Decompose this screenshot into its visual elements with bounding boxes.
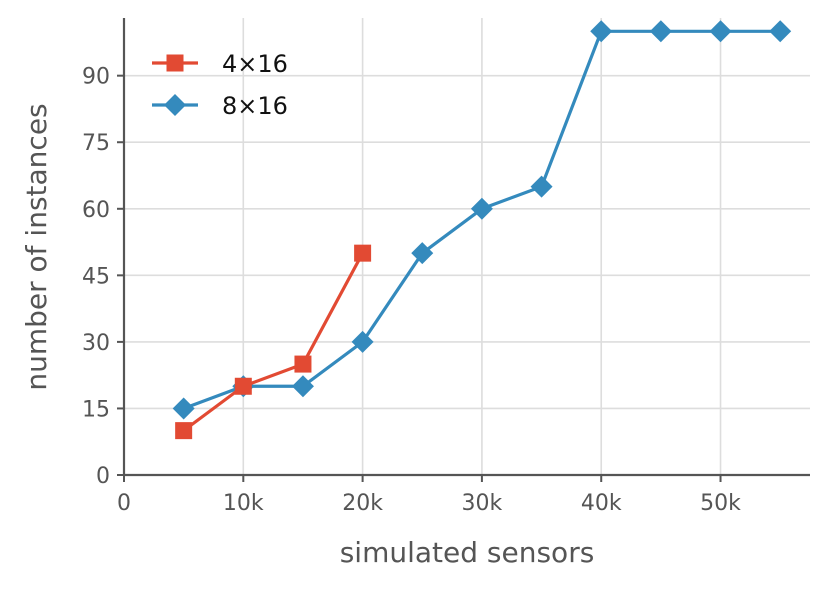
x-axis-label: simulated sensors <box>340 536 595 569</box>
data-point <box>172 397 195 420</box>
data-point <box>354 244 372 262</box>
series-4x16 <box>175 244 372 440</box>
legend-entry: 8×16 <box>152 92 288 120</box>
series-layer <box>172 20 792 440</box>
data-point <box>470 197 493 220</box>
data-point <box>294 355 312 373</box>
series-line <box>182 252 365 432</box>
legend-marker <box>164 94 186 116</box>
data-point <box>175 422 193 440</box>
x-tick-label: 20k <box>342 491 383 516</box>
data-point <box>530 175 553 198</box>
legend-label: 4×16 <box>222 50 288 78</box>
y-tick-label: 45 <box>82 264 110 289</box>
y-tick-label: 0 <box>96 464 110 489</box>
legend-marker <box>166 54 184 72</box>
x-tick-label: 10k <box>223 491 264 516</box>
ticks: 0 10k 20k 30k 40k 50k 0 15 30 45 60 75 90 <box>82 65 741 516</box>
axes <box>122 18 810 477</box>
y-tick-label: 90 <box>82 65 110 90</box>
data-point <box>769 20 792 43</box>
data-point <box>234 377 252 395</box>
legend-entry: 4×16 <box>152 50 288 78</box>
y-tick-label: 30 <box>82 331 110 356</box>
y-tick-label: 75 <box>82 131 110 156</box>
data-point <box>351 330 374 353</box>
data-point <box>649 20 672 43</box>
data-point <box>411 242 434 265</box>
x-tick-label: 0 <box>117 491 131 516</box>
data-point <box>291 375 314 398</box>
x-tick-label: 30k <box>462 491 503 516</box>
grid <box>124 18 810 475</box>
y-tick-label: 15 <box>82 397 110 422</box>
x-tick-label: 50k <box>700 491 741 516</box>
y-axis-label: number of instances <box>20 103 53 390</box>
x-tick-label: 40k <box>581 491 622 516</box>
legend-label: 8×16 <box>222 92 288 120</box>
data-point <box>709 20 732 43</box>
legend: 4×16 8×16 <box>152 50 288 120</box>
data-point <box>590 20 613 43</box>
y-tick-label: 60 <box>82 198 110 223</box>
